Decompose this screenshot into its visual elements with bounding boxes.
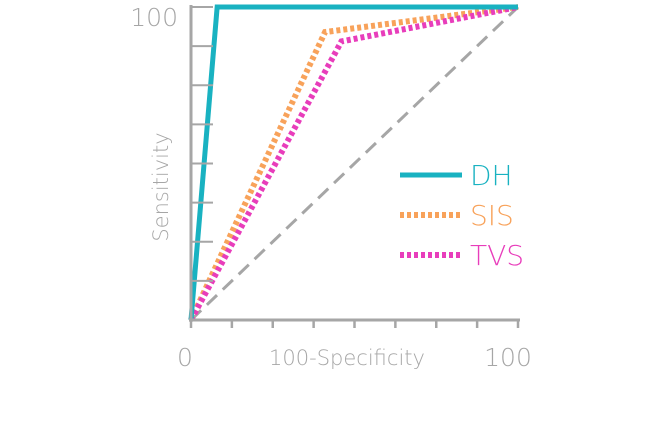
- series-line-sis: [188, 4, 519, 322]
- legend-label-sis: SIS: [470, 199, 514, 232]
- reference-diagonal-line: [189, 5, 520, 322]
- x-tick-label-min: 0: [177, 343, 193, 372]
- legend-label-dh: DH: [470, 159, 513, 192]
- series-line-tvs: [188, 4, 519, 322]
- y-tick-label-max: 100: [130, 3, 178, 32]
- legend-label-tvs: TVS: [470, 239, 524, 272]
- x-axis-title: 100-Specificity: [269, 346, 425, 370]
- y-axis-title: Sensitivity: [149, 132, 173, 241]
- x-tick-label-max: 100: [484, 343, 532, 372]
- series-line-dh: [188, 4, 518, 321]
